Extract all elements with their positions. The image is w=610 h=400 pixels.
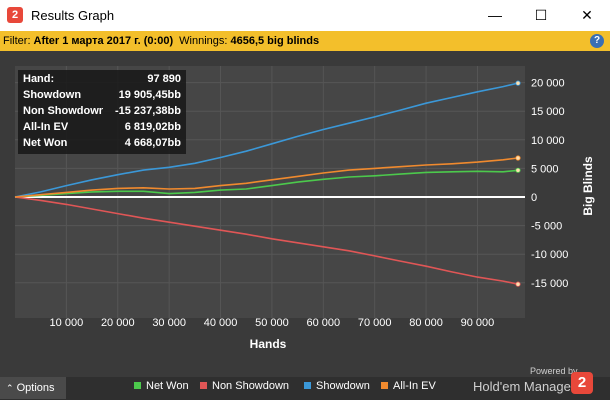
x-tick-label: 90 000 xyxy=(461,317,495,329)
stat-label: Showdown xyxy=(23,89,82,101)
stats-panel: Hand: 97 890 Showdown 19 905,45bb Non Sh… xyxy=(18,70,186,154)
powered-by-text: Powered by xyxy=(530,366,578,376)
legend-all-in-ev[interactable]: All-In EV xyxy=(381,380,436,392)
stat-row-all-in-ev: All-In EV 6 819,02bb xyxy=(23,121,183,136)
winnings-value: 4656,5 big blinds xyxy=(230,35,320,47)
legend-net-won[interactable]: Net Won xyxy=(134,380,189,392)
x-tick-label: 70 000 xyxy=(358,317,392,329)
app-logo-icon: 2 xyxy=(7,7,23,23)
x-tick-label: 60 000 xyxy=(306,317,340,329)
stat-value: -15 237,38bb xyxy=(114,105,181,117)
y-tick-label: 20 000 xyxy=(531,78,565,90)
legend-swatch xyxy=(134,381,141,389)
stat-label: Non Showdown xyxy=(23,105,103,117)
minimize-icon[interactable]: — xyxy=(488,7,502,23)
legend-label: Showdown xyxy=(316,380,370,392)
series-line-all-in-ev xyxy=(14,157,519,198)
x-tick-label: 20 000 xyxy=(101,317,135,329)
legend-label: Net Won xyxy=(146,380,189,392)
x-tick-label: 10 000 xyxy=(50,317,84,329)
stat-label: Net Won xyxy=(23,137,68,149)
legend-showdown[interactable]: Showdown xyxy=(304,380,370,392)
x-tick-labels: 10 000 20 000 30 000 40 000 50 000 60 000 70 0… xyxy=(50,317,495,329)
filter-bar: Filter: After 1 марта 2017 г. (0:00) Winn… xyxy=(0,31,610,51)
stat-row-hand: Hand: 97 890 xyxy=(23,73,183,88)
window-title: Results Graph xyxy=(31,8,115,23)
legend-swatch xyxy=(200,381,207,389)
stat-row-non-showdown: Non Showdown -15 237,38bb xyxy=(23,105,183,120)
y-tick-label: 5 000 xyxy=(531,163,559,175)
help-icon[interactable]: ? xyxy=(590,34,604,48)
options-label: Options xyxy=(16,382,55,394)
close-icon[interactable]: ✕ xyxy=(581,7,593,23)
brand-name: Hold'em Manager xyxy=(473,379,576,394)
stat-value: 97 890 xyxy=(147,73,181,85)
legend-swatch xyxy=(304,381,311,389)
maximize-icon[interactable]: ☐ xyxy=(534,7,548,23)
stat-value: 19 905,45bb xyxy=(118,89,181,101)
x-tick-label: 80 000 xyxy=(409,317,443,329)
options-button[interactable]: ⌃ Options xyxy=(0,377,66,399)
series-line-non-showdown xyxy=(14,196,519,285)
series-end-point xyxy=(515,155,521,161)
filter-prefix: Filter: xyxy=(3,35,31,47)
stat-value: 6 819,02bb xyxy=(124,121,181,133)
title-bar: 2 Results Graph — ☐ ✕ xyxy=(0,0,610,31)
y-tick-label: -5 000 xyxy=(531,221,562,233)
y-tick-label: 0 xyxy=(531,192,537,204)
grid-lines xyxy=(15,66,525,318)
stat-row-showdown: Showdown 19 905,45bb xyxy=(23,89,183,104)
y-tick-label: 10 000 xyxy=(531,135,565,147)
y-tick-labels: 20 000 15 000 10 000 5 000 0 -5 000 -10 000 -15… xyxy=(531,78,568,290)
legend-label: All-In EV xyxy=(393,380,436,392)
filter-value: After 1 марта 2017 г. (0:00) xyxy=(33,35,174,47)
x-tick-label: 40 000 xyxy=(204,317,238,329)
y-axis-label: Big Blinds xyxy=(581,156,595,216)
legend-label: Non Showdown xyxy=(212,380,290,392)
series-line-showdown xyxy=(14,82,519,198)
stat-label: Hand: xyxy=(23,73,55,85)
stat-value: 4 668,07bb xyxy=(124,137,181,149)
brand-logo-icon: 2 xyxy=(571,372,593,394)
stat-label: All-In EV xyxy=(23,121,69,133)
series-end-point xyxy=(515,281,521,287)
series-end-point xyxy=(515,80,521,86)
series-end-point xyxy=(515,167,521,173)
y-tick-label: 15 000 xyxy=(531,106,565,118)
x-axis-label: Hands xyxy=(250,337,287,351)
x-tick-label: 30 000 xyxy=(152,317,186,329)
series-line-net-won xyxy=(14,169,519,198)
legend-swatch xyxy=(381,381,388,389)
y-tick-label: -15 000 xyxy=(531,278,568,290)
stat-row-net-won: Net Won 4 668,07bb xyxy=(23,137,183,152)
x-tick-label: 50 000 xyxy=(255,317,289,329)
chevron-up-icon: ⌃ xyxy=(6,383,14,393)
series-lines xyxy=(14,80,521,287)
winnings-label: Winnings: xyxy=(179,35,228,47)
y-tick-label: -10 000 xyxy=(531,249,568,261)
legend-non-showdown[interactable]: Non Showdown xyxy=(200,380,289,392)
